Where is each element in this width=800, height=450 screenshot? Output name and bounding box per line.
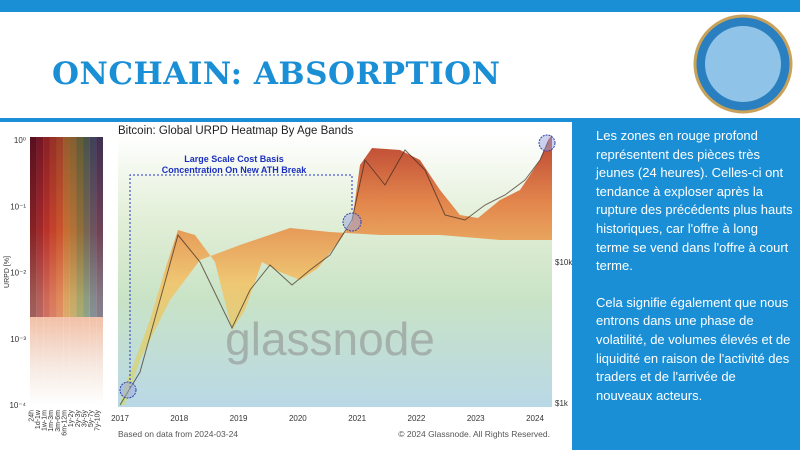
price-tick: $1k — [555, 399, 569, 408]
legend-tint — [30, 137, 37, 317]
price-tick: $10k — [555, 258, 573, 267]
legend-tint — [43, 137, 50, 317]
legend-tint — [63, 137, 70, 317]
paragraph: Les zones en rouge profond représentent … — [596, 128, 793, 274]
x-tick-label: 2021 — [348, 414, 366, 423]
watermark: glassnode — [225, 313, 435, 365]
chart-title: Bitcoin: Global URPD Heatmap By Age Band… — [118, 125, 353, 137]
y-tick-label: 10⁻⁴ — [9, 401, 26, 410]
highlight — [342, 212, 362, 232]
logo-inner — [705, 26, 781, 102]
y-tick-label: 10⁰ — [14, 136, 26, 145]
heatmap-area — [120, 135, 552, 405]
legend-label: 3m-6m — [55, 410, 62, 432]
legend-label: 24h — [28, 410, 35, 422]
annotation: Large Scale Cost Basis — [184, 154, 284, 164]
legend-label: 5y-7y — [88, 410, 95, 428]
top-band — [0, 0, 800, 12]
x-tick-label: 2019 — [230, 414, 248, 423]
x-tick-label: 2018 — [170, 414, 188, 423]
x-tick-label: 2024 — [526, 414, 544, 423]
x-tick-label: 2023 — [467, 414, 485, 423]
body-text: Les zones en rouge profond représentent … — [596, 127, 794, 423]
y-tick-label: 10⁻¹ — [10, 202, 26, 211]
legend-label: 2y-3y — [75, 410, 82, 428]
legend-tint — [49, 137, 57, 317]
x-tick-label: 2017 — [111, 414, 129, 423]
legend-label: 1d-1w — [35, 409, 42, 429]
annotation: Concentration On New ATH Break — [162, 165, 308, 175]
legend-tint — [36, 137, 44, 317]
legend-label: 6m-12m — [62, 410, 69, 436]
legend-label: 1w-1m — [42, 410, 49, 431]
x-tick-label: 2020 — [289, 414, 307, 423]
y-tick-label: 10⁻² — [10, 269, 26, 278]
legend-label: 7y-10y — [95, 410, 102, 432]
annotation-bracket — [129, 174, 353, 388]
legend-tint — [76, 137, 84, 317]
legend-label: 1y-2y — [68, 410, 75, 428]
legend-tint — [69, 137, 77, 317]
y-axis-label: URPD [%] — [4, 256, 11, 288]
paragraph: Cela signifie également que nous entrons… — [596, 294, 791, 403]
slide-title: ONCHAIN: ABSORPTION — [52, 56, 501, 92]
chart-labels: 24h 1d-1w 1w-1m 1m-3m 3m-6m 6m-12m 1y-2y 2y-3y 3… — [9, 136, 544, 436]
legend-label: 1m-3m — [48, 410, 55, 432]
source-note: Based on data from 2024-03-24 — [118, 429, 238, 439]
copyright: © 2024 Glassnode. All Rights Reserved. — [398, 429, 550, 439]
legend-tint — [96, 137, 103, 317]
legend-gradient — [30, 137, 103, 405]
x-tick-label: 2022 — [408, 414, 426, 423]
highlight — [538, 134, 556, 152]
legend-tint — [89, 137, 97, 317]
legend-tint — [83, 137, 90, 317]
legend-tint — [56, 137, 64, 317]
y-tick-label: 10⁻³ — [10, 335, 26, 344]
legend-label: 3y-5y — [81, 410, 88, 428]
header: ONCHAIN: ABSORPTION — [0, 12, 800, 118]
highlight — [119, 381, 137, 399]
